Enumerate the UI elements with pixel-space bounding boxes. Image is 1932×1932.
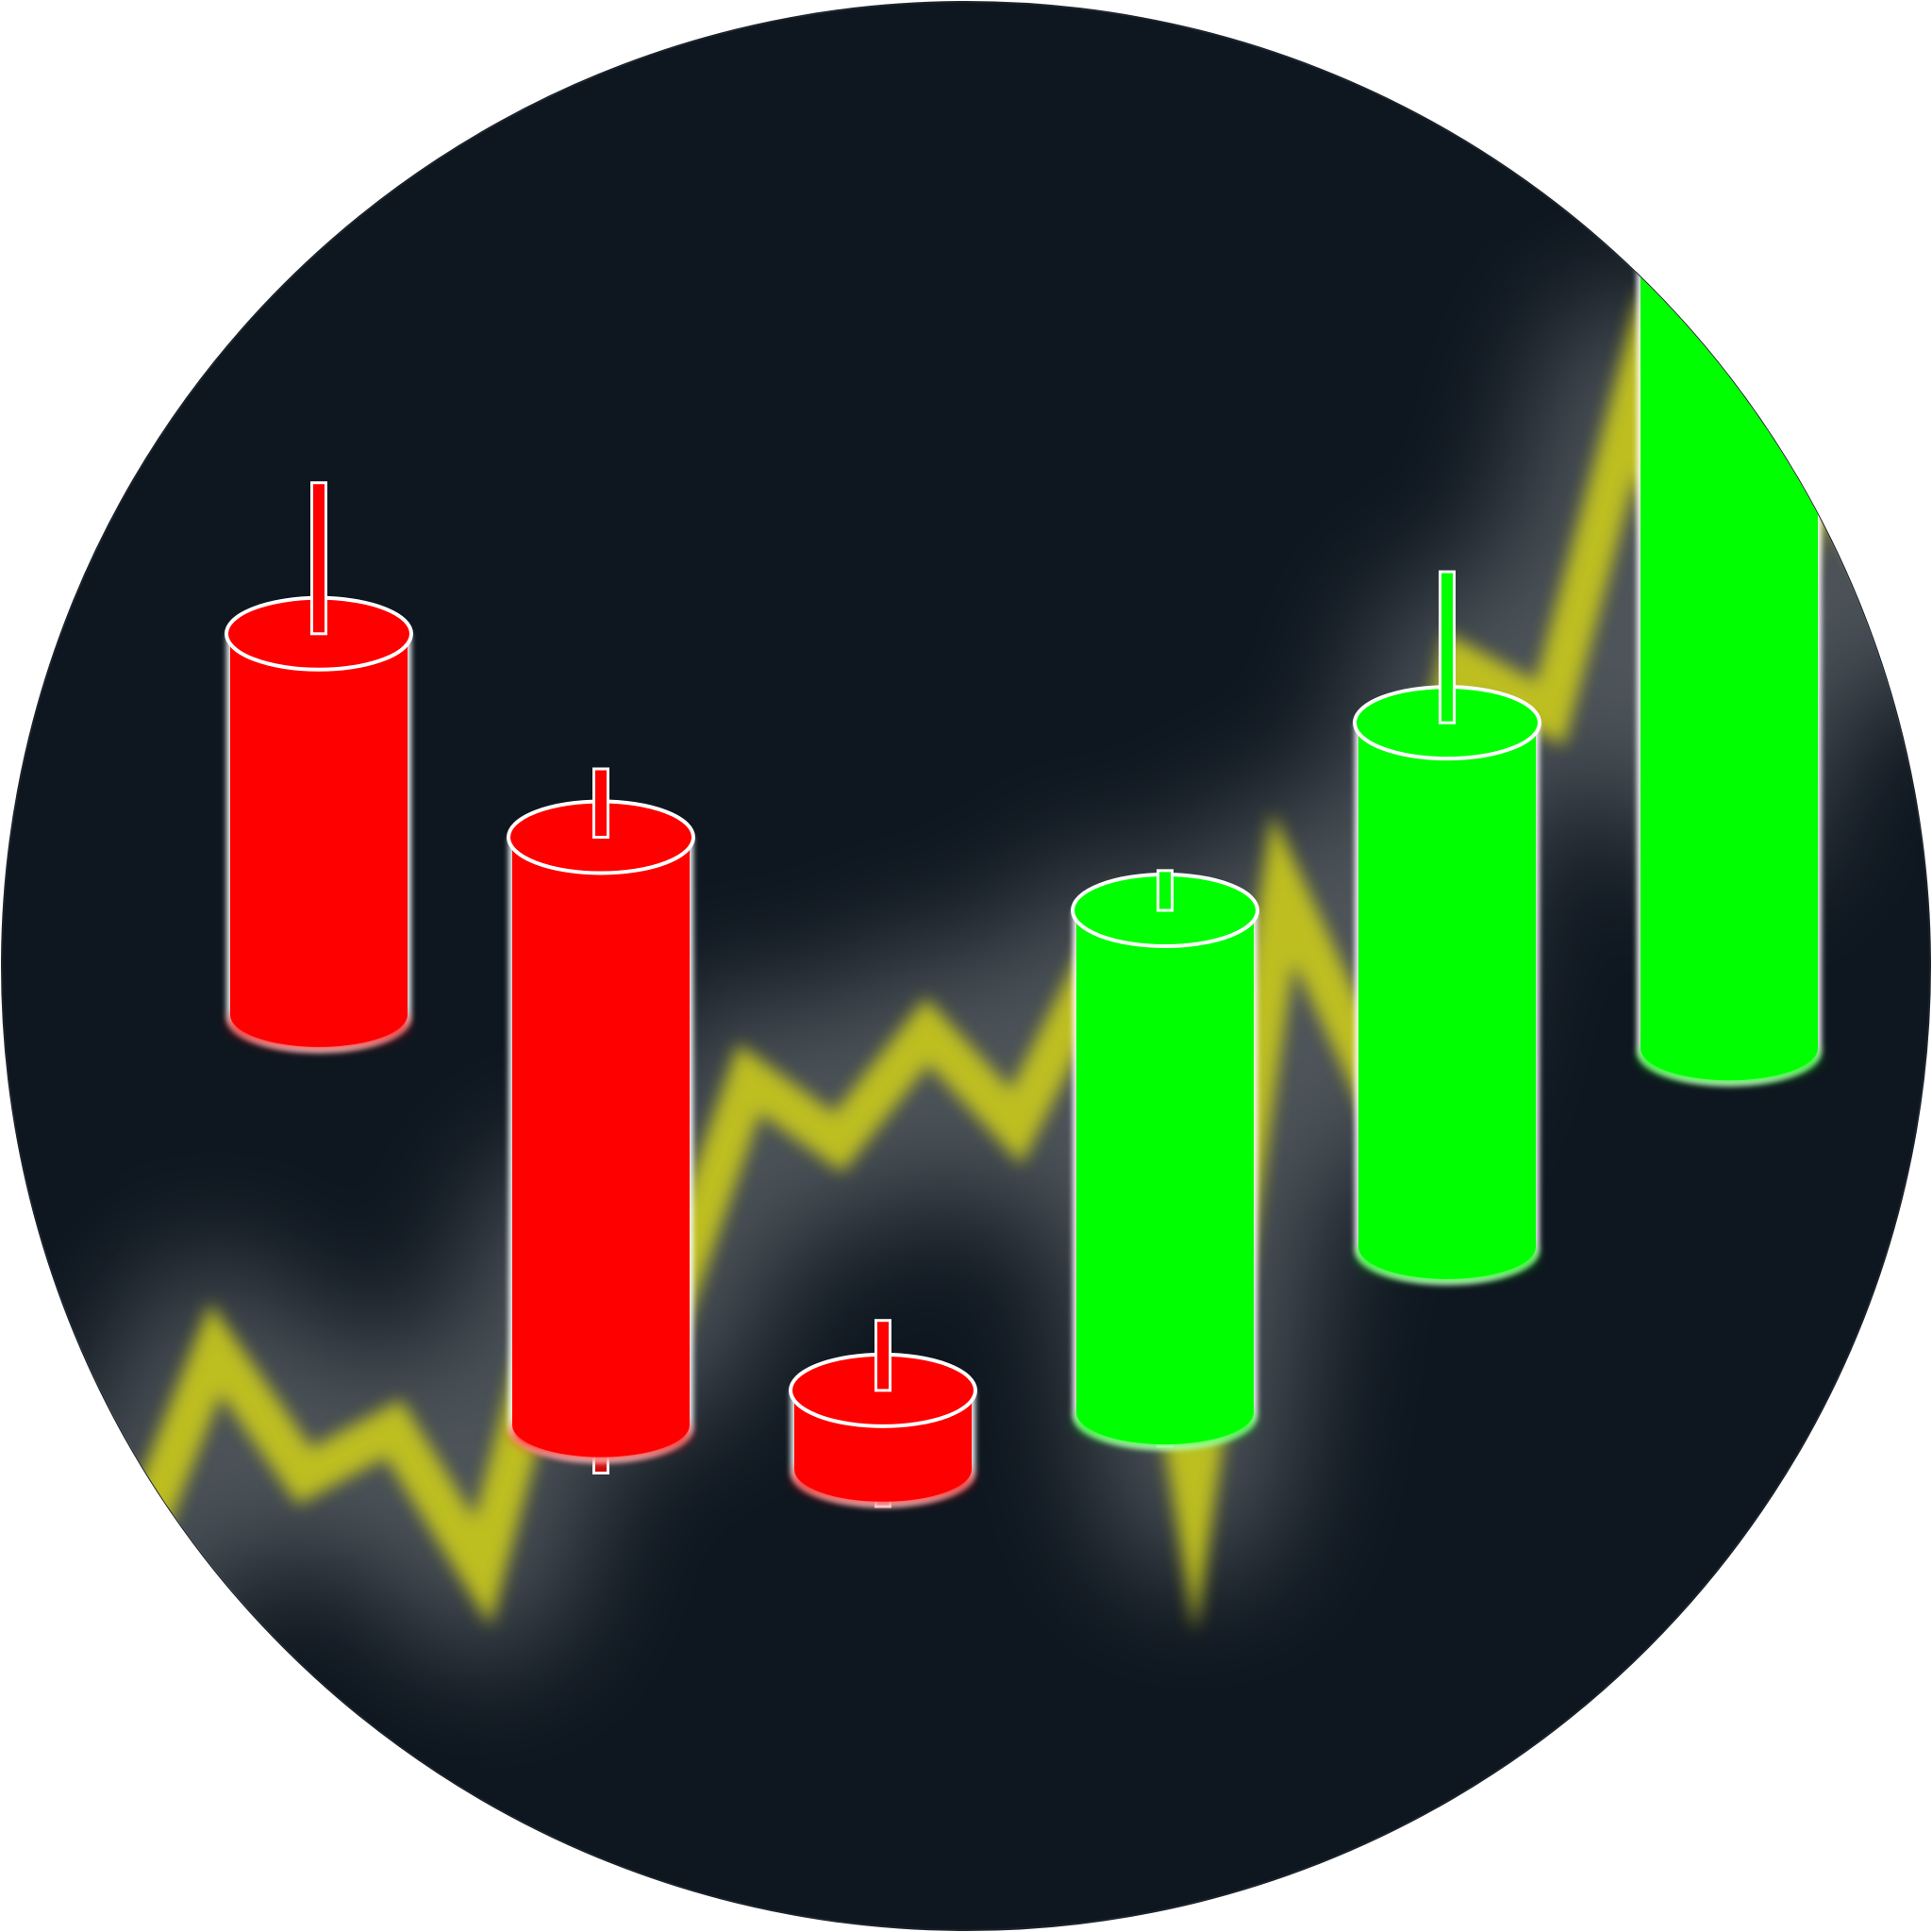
body-base bbox=[794, 1451, 972, 1503]
candle-1-bearish bbox=[225, 481, 413, 1053]
candle-body bbox=[230, 633, 408, 1047]
body-base bbox=[1358, 1228, 1536, 1280]
trend-layer bbox=[2, 286, 1930, 1677]
candle-top bbox=[1635, 224, 1824, 300]
body-base bbox=[1641, 1030, 1818, 1081]
candle-5-bullish bbox=[1353, 570, 1541, 1285]
candle-body bbox=[1076, 909, 1254, 1445]
body-base bbox=[512, 1407, 690, 1457]
upper-wick bbox=[874, 1319, 891, 1392]
upper-wick bbox=[1439, 570, 1456, 724]
candle-6-bullish bbox=[1635, 224, 1824, 1087]
candle-2-bearish bbox=[507, 767, 695, 1474]
candle-3-bearish bbox=[789, 1319, 977, 1508]
candle-body bbox=[1358, 723, 1536, 1279]
body-base bbox=[1076, 1394, 1254, 1445]
upper-wick bbox=[592, 767, 609, 839]
candle-4-bullish bbox=[1071, 869, 1259, 1451]
upper-wick bbox=[1157, 869, 1174, 912]
trend-line bbox=[33, 286, 1924, 1633]
upper-wick bbox=[310, 481, 327, 636]
candle-body bbox=[1641, 261, 1818, 1081]
candles-layer bbox=[225, 224, 1824, 1508]
body-base bbox=[230, 996, 408, 1048]
candle-body bbox=[512, 837, 690, 1457]
